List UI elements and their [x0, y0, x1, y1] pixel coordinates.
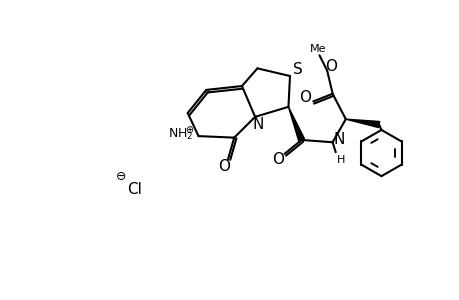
Text: O: O — [272, 152, 284, 167]
Text: H: H — [336, 155, 345, 165]
Text: Cl: Cl — [127, 182, 142, 197]
Text: $\oplus$: $\oplus$ — [184, 124, 194, 135]
Text: O: O — [299, 90, 311, 105]
Text: N: N — [332, 133, 344, 148]
Text: O: O — [218, 159, 230, 174]
Text: $\ominus$: $\ominus$ — [115, 169, 126, 183]
Text: $\rm NH_2$: $\rm NH_2$ — [168, 127, 194, 142]
Text: O: O — [325, 59, 336, 74]
Text: N: N — [252, 117, 263, 132]
Text: S: S — [292, 62, 302, 77]
Polygon shape — [288, 107, 304, 141]
Polygon shape — [345, 119, 379, 128]
Text: Me: Me — [309, 44, 325, 54]
